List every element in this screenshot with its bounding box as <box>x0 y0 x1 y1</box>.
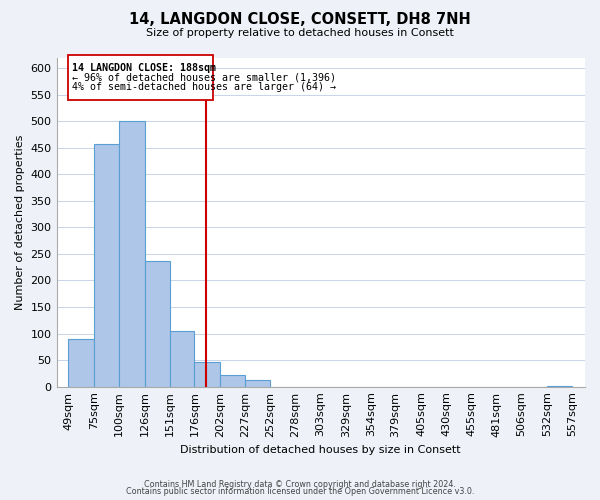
Bar <box>145 262 170 386</box>
Bar <box>194 362 220 386</box>
Bar <box>119 121 145 386</box>
Text: 4% of semi-detached houses are larger (64) →: 4% of semi-detached houses are larger (6… <box>73 82 337 92</box>
Text: ← 96% of detached houses are smaller (1,396): ← 96% of detached houses are smaller (1,… <box>73 73 337 83</box>
Bar <box>68 339 94 386</box>
Bar <box>220 375 245 386</box>
Text: Contains public sector information licensed under the Open Government Licence v3: Contains public sector information licen… <box>126 487 474 496</box>
Text: 14, LANGDON CLOSE, CONSETT, DH8 7NH: 14, LANGDON CLOSE, CONSETT, DH8 7NH <box>129 12 471 28</box>
X-axis label: Distribution of detached houses by size in Consett: Distribution of detached houses by size … <box>181 445 461 455</box>
Bar <box>94 144 119 386</box>
Text: Size of property relative to detached houses in Consett: Size of property relative to detached ho… <box>146 28 454 38</box>
Y-axis label: Number of detached properties: Number of detached properties <box>15 134 25 310</box>
Text: Contains HM Land Registry data © Crown copyright and database right 2024.: Contains HM Land Registry data © Crown c… <box>144 480 456 489</box>
FancyBboxPatch shape <box>68 55 213 100</box>
Text: 14 LANGDON CLOSE: 188sqm: 14 LANGDON CLOSE: 188sqm <box>73 63 217 73</box>
Bar <box>170 331 194 386</box>
Bar <box>245 380 270 386</box>
